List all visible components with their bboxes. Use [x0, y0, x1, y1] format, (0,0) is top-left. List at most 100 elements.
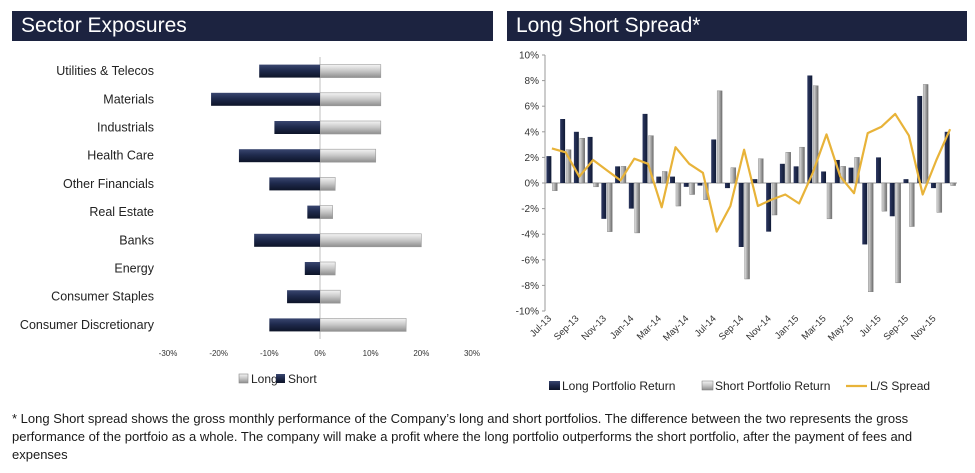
x-tick-label: -10%	[260, 349, 279, 358]
x-tick-label-nov-14: Nov-14	[744, 313, 773, 342]
y-tick-label: 10%	[519, 51, 539, 62]
x-tick-label-sep-14: Sep-14	[717, 313, 746, 342]
y-tick-label: -2%	[521, 204, 539, 215]
short-return-bar-mar-14	[662, 171, 668, 184]
legend-short-return-label: Short Portfolio Return	[715, 379, 830, 393]
long-short-spread-chart: 10%8%6%4%2%0%-2%-4%-6%-8%-10%Jul-13Sep-1…	[516, 51, 957, 393]
legend-spread-label: L/S Spread	[870, 379, 930, 393]
short-return-bar-feb-15	[813, 85, 819, 184]
short-bar-consumer-discretionary	[269, 318, 320, 332]
x-tick-label: 30%	[464, 349, 480, 358]
legend-long-return-label: Long Portfolio Return	[562, 379, 675, 393]
long-bar-utilities-telecos	[319, 64, 382, 78]
x-tick-label-sep-13: Sep-13	[552, 313, 581, 342]
long-return-bar-jun-14	[697, 183, 703, 186]
legend-short-label: Short	[288, 372, 317, 386]
y-tick-label: 4%	[525, 127, 540, 138]
y-tick-label: 0%	[525, 179, 540, 190]
category-label-banks: Banks	[119, 233, 154, 247]
footnote: * Long Short spread shows the gross mont…	[12, 411, 913, 462]
short-return-bar-nov-13	[607, 182, 613, 232]
short-return-bar-aug-13	[565, 149, 572, 184]
x-tick-label: -20%	[209, 349, 228, 358]
short-return-bar-oct-15	[922, 84, 929, 184]
long-return-bar-sep-14	[738, 183, 744, 247]
long-bar-industrials	[319, 120, 382, 135]
x-tick-label-jul-15: Jul-15	[858, 313, 884, 339]
long-return-bar-apr-14	[670, 176, 675, 183]
x-tick-label-sep-15: Sep-15	[882, 313, 911, 342]
y-tick-label: 6%	[525, 102, 540, 113]
legend-short-swatch	[276, 374, 285, 383]
long-return-bar-sep-15	[903, 179, 909, 183]
short-return-bar-jul-15	[881, 182, 888, 212]
short-return-bar-feb-14	[648, 135, 654, 184]
x-tick-label-jan-14: Jan-14	[608, 313, 636, 341]
sector-exposures-chart: Utilities & Telecos Materials Industrials H…	[20, 57, 480, 386]
long-return-bar-jun-15	[862, 183, 868, 245]
long-return-bar-dec-14	[779, 163, 785, 183]
long-return-bar-jul-14	[711, 139, 717, 183]
long-return-bar-feb-15	[807, 75, 813, 183]
long-bar-energy	[319, 261, 336, 276]
x-tick-label: -30%	[159, 349, 178, 358]
long-return-bar-mar-14	[656, 176, 662, 183]
legend-short-return-swatch	[701, 380, 714, 391]
long-bar-consumer-staples	[319, 289, 341, 304]
short-bar-utilities-telecos	[259, 64, 320, 78]
short-return-bar-jan-14	[634, 182, 640, 234]
category-label-health-care: Health Care	[87, 149, 154, 163]
sector-exposures-title: Sector Exposures	[12, 11, 493, 41]
category-label-other-financials: Other Financials	[63, 177, 154, 191]
ls-spread-line	[551, 112, 952, 233]
long-return-bar-jul-13	[546, 156, 552, 183]
long-bar-materials	[319, 92, 382, 107]
short-return-bar-sep-15	[909, 182, 915, 227]
long-return-bar-apr-15	[834, 159, 840, 183]
short-return-bar-jun-15	[868, 182, 874, 293]
short-return-bar-sep-14	[744, 182, 750, 280]
category-label-energy: Energy	[114, 262, 154, 276]
legend-long-return-swatch	[549, 381, 560, 390]
short-bar-real-estate	[307, 205, 320, 219]
long-return-bar-may-14	[683, 183, 689, 187]
short-return-bar-oct-13	[593, 182, 599, 188]
short-return-bar-aug-14	[730, 167, 737, 184]
long-bar-real-estate	[319, 205, 333, 219]
category-label-materials: Materials	[103, 92, 154, 106]
long-return-bar-nov-15	[930, 183, 936, 189]
long-return-bar-dec-15	[944, 131, 950, 183]
long-bar-health-care	[319, 148, 377, 163]
short-bar-consumer-staples	[287, 290, 320, 304]
short-return-bar-jul-13	[552, 182, 558, 191]
short-return-bar-may-14	[689, 182, 695, 195]
long-return-bar-sep-13	[573, 131, 579, 183]
y-tick-label: -8%	[521, 281, 539, 292]
long-return-bar-feb-14	[642, 113, 648, 183]
long-return-bar-jan-14	[628, 183, 634, 209]
x-tick-label-mar-15: Mar-15	[800, 313, 829, 342]
short-bar-banks	[254, 233, 320, 247]
long-return-bar-oct-13	[587, 136, 593, 183]
short-return-bar-oct-14	[758, 158, 764, 184]
category-label-real-estate: Real Estate	[89, 205, 154, 219]
category-label-consumer-staples: Consumer Staples	[51, 290, 154, 304]
long-return-bar-oct-14	[752, 179, 758, 183]
short-return-bar-nov-15	[936, 182, 943, 213]
y-tick-label: -10%	[516, 307, 539, 318]
short-bar-energy	[304, 262, 320, 275]
y-tick-label: -4%	[521, 230, 539, 241]
short-bar-other-financials	[269, 177, 320, 191]
long-return-bar-aug-15	[889, 183, 895, 217]
y-tick-label: 2%	[525, 153, 540, 164]
long-short-spread-title: Long Short Spread*	[507, 11, 967, 41]
short-return-bar-mar-15	[826, 182, 833, 220]
long-bar-other-financials	[319, 177, 336, 191]
long-bar-banks	[319, 233, 422, 248]
long-return-bar-dec-13	[615, 166, 621, 183]
short-return-bar-dec-14	[785, 152, 791, 184]
category-label-industrials: Industrials	[97, 121, 154, 135]
short-return-bar-aug-15	[895, 182, 901, 284]
short-return-bar-apr-14	[675, 182, 682, 207]
long-return-bar-aug-14	[724, 183, 730, 189]
